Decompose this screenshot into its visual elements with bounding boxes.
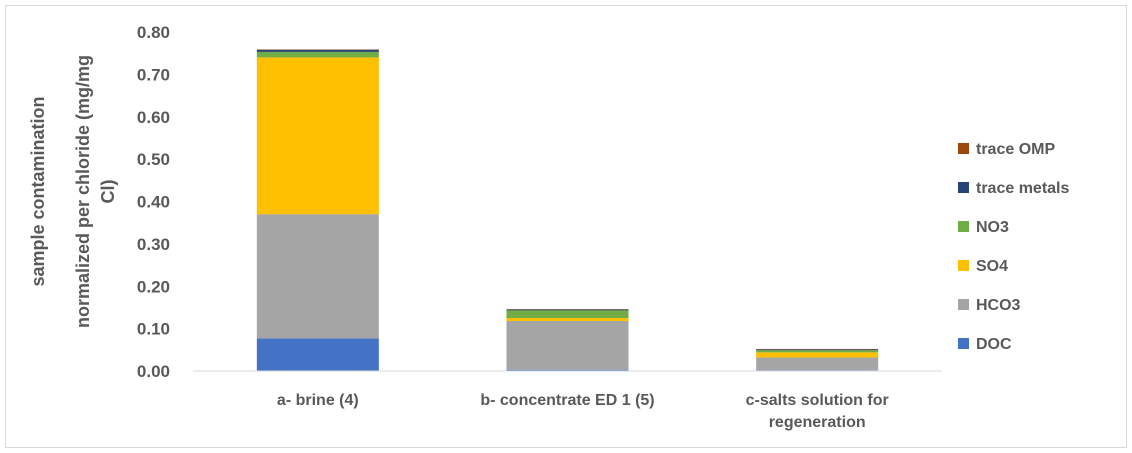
bar-segment-hco3 [256,214,379,339]
chart-frame [5,5,1127,448]
legend: trace OMP trace metals NO3 SO4 HCO3 DOC [958,141,1069,353]
legend-entry-label: trace metals [976,180,1069,197]
legend-swatch [958,299,969,310]
legend-swatch [958,182,969,193]
y-tick-label: 0.00 [137,362,170,381]
bar-segment-trace-metals [756,349,879,351]
y-axis-label: sample contamination normalized per chlor… [28,55,118,328]
y-axis-label-line: Cl) [98,180,118,204]
y-axis-label-line: sample contamination [28,96,48,286]
bar-segment-so4 [506,318,629,321]
y-tick-label: 0.20 [137,277,170,296]
bar-segment-trace-metals [256,49,379,52]
bar-segment-doc [506,369,629,371]
y-tick-label: 0.80 [137,23,170,42]
bar-segment-no3 [756,350,879,353]
bar-segment-no3 [256,51,379,58]
bars [256,49,879,371]
bar-segment-no3 [506,310,629,319]
legend-swatch [958,260,969,271]
y-tick-label: 0.30 [137,235,170,254]
category-label: b- concentrate ED 1 (5) [480,392,654,409]
legend-entry-label: DOC [976,336,1012,353]
y-tick-label: 0.50 [137,150,170,169]
y-axis-label-line: normalized per chloride (mg/mg [73,55,93,328]
bar-segment-so4 [756,352,879,358]
y-tick-label: 0.60 [137,108,170,127]
bar-segment-so4 [256,57,379,215]
category-label: c-salts solution for [746,392,889,409]
bar-segment-doc [256,338,379,371]
bar-segment-hco3 [506,320,629,370]
legend-swatch [958,143,969,154]
legend-swatch [958,221,969,232]
category-labels: a- brine (4) b- concentrate ED 1 (5) c-sal… [277,392,889,431]
category-label: a- brine (4) [277,392,359,409]
legend-entry-label: SO4 [976,258,1008,275]
legend-swatch [958,338,969,349]
legend-entry-label: NO3 [976,219,1009,236]
y-tick-label: 0.10 [137,320,170,339]
y-tick-labels: 0.00 0.10 0.20 0.30 0.40 0.50 0.60 0.70 0.80 [137,23,170,381]
legend-entry-label: HCO3 [976,297,1021,314]
y-tick-label: 0.70 [137,65,170,84]
y-tick-label: 0.40 [137,193,170,212]
legend-entry-label: trace OMP [976,141,1055,158]
bar-segment-hco3 [756,357,879,371]
bar-segment-trace-metals [506,309,629,311]
category-label: regeneration [769,414,866,431]
